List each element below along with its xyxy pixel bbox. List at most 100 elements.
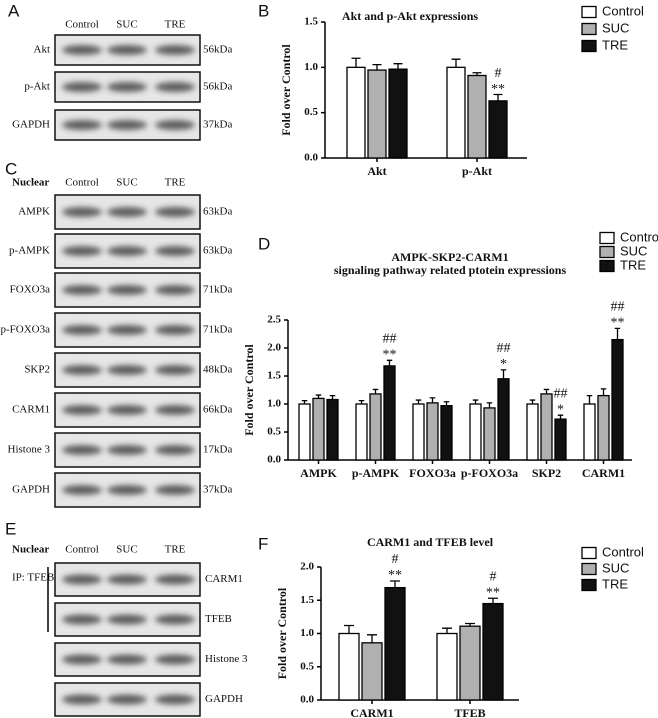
chart-title: Akt and p-Akt expressions [342,9,478,23]
bar [369,393,382,461]
x-tick-label: SKP2 [532,466,561,480]
bar [540,393,553,461]
blot-size: 63kDa [203,206,232,218]
blot-band [155,82,195,92]
blot-label: Histone 3 [8,444,51,456]
blot-band [107,45,147,55]
blot-label: SKP2 [24,364,50,376]
bar [482,602,504,701]
blot-label: p-Akt [24,81,50,93]
blot-column: SUC [116,544,137,556]
blot-size: 63kDa [203,245,232,257]
y-axis-label: Fold over Control [279,44,293,136]
blot-size: 56kDa [203,81,232,93]
y-tick-label: 1.5 [267,370,281,382]
blot-band [155,365,195,375]
blot-size: 37kDa [203,484,232,496]
significance-mark: ## [611,300,625,315]
blot-label: TFEB [205,613,232,625]
blot-band [62,485,102,495]
blot-label: GAPDH [12,119,50,131]
blot-band [62,694,102,705]
y-tick-label: 1.5 [300,594,314,606]
error-bar [367,634,377,643]
bar [355,403,368,461]
y-tick-label: 2.0 [300,561,314,573]
blot-label: CARM1 [12,404,50,416]
significance-mark: ** [383,348,397,363]
significance-mark: ## [383,332,397,347]
panel-label: B [258,1,269,20]
blot-band [62,574,102,585]
y-tick-label: 1.0 [304,61,318,73]
blot-band [155,285,195,295]
legend-label: SUC [602,560,629,575]
legend-label: TRE [620,257,646,272]
error-bar [358,399,365,404]
significance-mark: # [495,66,502,81]
error-bar [472,399,479,404]
blot-band [155,694,195,705]
y-tick-label: 1.0 [300,627,314,639]
blot-size: 37kDa [203,119,232,131]
legend-swatch [599,245,615,259]
blot-band [107,574,147,585]
legend-label: Control [602,544,644,559]
blot-group: IP: TFEB [12,572,54,584]
blot-band [107,485,147,495]
error-bar [315,394,322,399]
panel-label: A [8,1,20,20]
blot-band [107,445,147,455]
blot-label: AMPK [18,206,50,218]
x-tick-label: p-Akt [462,164,492,178]
y-tick-label: 1.0 [267,398,281,410]
blot-column: Control [65,544,99,556]
y-axis-label: Fold over Control [275,587,289,679]
bar [326,398,339,461]
legend-swatch [581,39,597,53]
bar [467,74,487,159]
significance-mark: # [490,569,497,584]
error-bar [301,399,308,404]
blot-label: Akt [34,44,51,56]
blot-band [62,325,102,335]
bar [436,632,458,701]
blot-band [107,285,147,295]
blot-band [62,445,102,455]
y-tick-label: 2.5 [267,314,281,326]
bar [611,338,624,461]
error-bar [344,624,354,634]
blot-label: p-FOXO3a [1,324,51,336]
error-bar [486,402,493,408]
blot-band [62,45,102,55]
blot-header: Nuclear [12,177,49,189]
error-bar [442,627,452,634]
error-bar [488,597,498,604]
panel-label: D [258,234,270,253]
bar [361,642,383,701]
legend-label: TRE [602,37,628,52]
bar [384,586,406,701]
blot-band [107,365,147,375]
error-bar [390,580,400,588]
blot-size: 48kDa [203,364,232,376]
bar [367,69,387,159]
error-bar [429,397,436,403]
error-bar [329,394,336,400]
blot-size: 56kDa [203,44,232,56]
bar [440,405,453,461]
blot-column: Control [65,177,99,189]
bar [388,68,408,159]
legend-swatch [581,562,597,576]
blot-band [62,285,102,295]
bar [483,407,496,461]
error-bar [386,359,393,366]
blot-label: GAPDH [205,693,243,705]
legend-swatch [581,5,597,19]
blot-band [155,246,195,256]
error-bar [543,388,550,394]
blot-band [155,654,195,665]
blot-band [62,120,102,130]
legend-label: Control [620,229,658,244]
x-tick-label: Akt [367,164,386,178]
